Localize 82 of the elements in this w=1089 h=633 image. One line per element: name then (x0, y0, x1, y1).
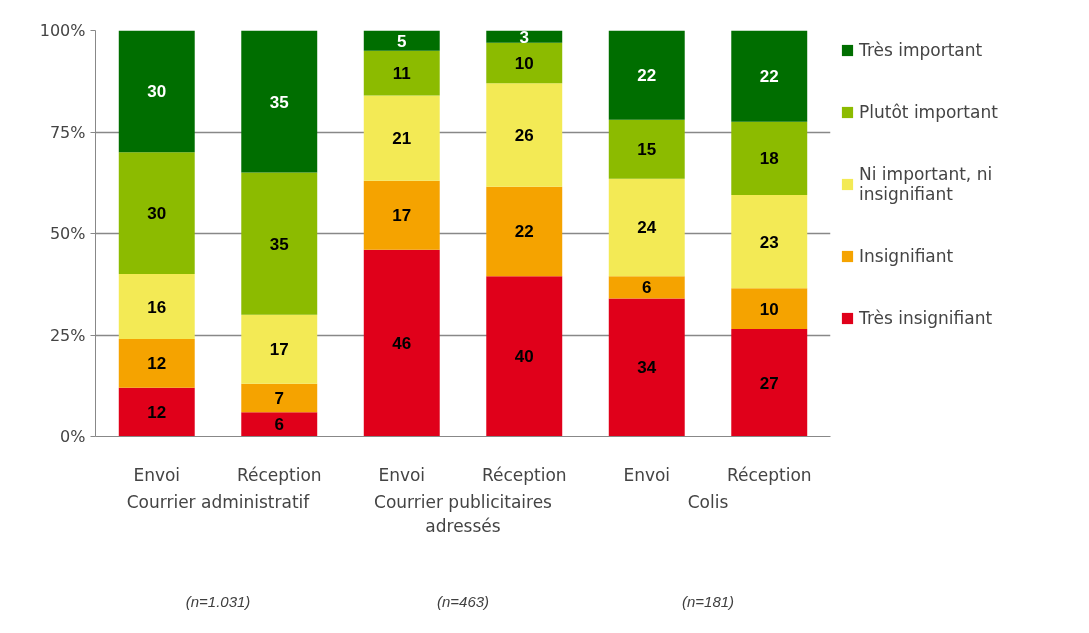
data-label: 12 (147, 354, 167, 374)
x-tick-label: Envoi (378, 464, 426, 485)
x-tick-label: Réception (726, 464, 812, 485)
data-label: 18 (759, 149, 779, 169)
bar (241, 30, 318, 173)
bar (118, 387, 195, 437)
x-tick-label: Envoi (133, 464, 181, 485)
text: Colis (687, 491, 729, 512)
bar (608, 30, 685, 120)
bar (731, 194, 808, 289)
data-label: 11 (392, 64, 411, 84)
data-label: 6 (274, 415, 284, 435)
bar (731, 288, 808, 329)
data-label: 34 (637, 358, 657, 378)
data-label: 27 (759, 373, 779, 393)
bar (363, 180, 440, 250)
bar (731, 30, 808, 122)
y-tick-label: 75% (49, 122, 86, 142)
data-label: 24 (637, 218, 657, 238)
y-tick-label: 0% (60, 427, 86, 446)
data-label: 5 (397, 31, 407, 51)
legend-label: Insignifiant (859, 246, 954, 266)
x-tick-label: Envoi (623, 464, 671, 485)
bar (486, 30, 563, 43)
bar (118, 274, 195, 340)
bar (486, 276, 563, 437)
data-label: 17 (392, 206, 412, 226)
data-label: 6 (642, 278, 652, 298)
bar (241, 172, 318, 315)
bar (363, 50, 440, 96)
data-label: 22 (514, 222, 534, 242)
data-label: 22 (637, 66, 657, 86)
bar (363, 30, 440, 51)
legend-label: Ni important, ni insignifiant (859, 164, 993, 204)
data-label: 30 (147, 204, 167, 224)
text: (n=463) (436, 592, 490, 610)
data-label: 10 (759, 299, 779, 319)
bar (118, 339, 195, 388)
text: Courrier administratif (126, 491, 311, 512)
bar (486, 42, 563, 84)
bar (241, 412, 318, 437)
y-tick-label: 100% (39, 21, 86, 40)
bar (486, 83, 563, 187)
bar (731, 121, 808, 195)
data-label: 21 (392, 129, 412, 149)
data-label: 7 (274, 388, 284, 408)
text: (n=181) (681, 592, 735, 610)
data-label: 10 (514, 53, 534, 73)
data-label: 16 (147, 297, 167, 317)
data-label: 3 (519, 27, 529, 47)
y-tick-label: 25% (49, 325, 86, 345)
data-label: 46 (392, 334, 412, 354)
data-label: 30 (147, 82, 167, 102)
bar (608, 276, 685, 299)
data-label: 35 (269, 92, 289, 112)
text: Courrier publicitaires adressés (374, 491, 553, 536)
legend-label: Plutôt important (859, 102, 998, 122)
data-label: 35 (269, 234, 289, 254)
data-label: 17 (269, 340, 289, 360)
x-tick-label: Réception (236, 464, 322, 485)
bar (608, 119, 685, 179)
bar (118, 152, 195, 275)
bar (486, 186, 563, 277)
bar (241, 383, 318, 413)
legend-label: Très insignifiant (859, 308, 993, 328)
bar (363, 95, 440, 181)
data-label: 23 (759, 232, 779, 252)
text: (n=1.031) (185, 592, 251, 610)
data-label: 40 (514, 347, 534, 367)
bar (118, 30, 195, 153)
y-tick-label: 50% (49, 224, 86, 243)
data-label: 22 (759, 67, 779, 87)
data-label: 26 (514, 126, 534, 146)
data-label: 12 (147, 403, 167, 423)
bar (731, 328, 808, 437)
x-tick-label: Réception (481, 464, 567, 485)
bar (608, 178, 685, 277)
bar (608, 298, 685, 437)
legend-label: Très important (859, 40, 983, 60)
bar (363, 249, 440, 437)
bar (241, 314, 318, 384)
data-label: 15 (637, 140, 657, 160)
